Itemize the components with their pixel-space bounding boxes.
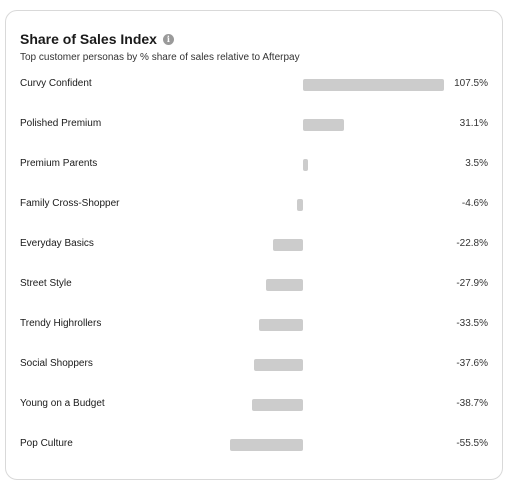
- card-subtitle: Top customer personas by % share of sale…: [20, 52, 300, 63]
- bar-row: Family Cross-Shopper -4.6%: [6, 195, 502, 215]
- category-label: Street Style: [20, 278, 72, 289]
- category-label: Young on a Budget: [20, 398, 105, 409]
- bar: [273, 239, 303, 251]
- bar: [266, 279, 303, 291]
- value-label: -27.9%: [456, 278, 488, 289]
- value-label: -38.7%: [456, 398, 488, 409]
- category-label: Curvy Confident: [20, 78, 92, 89]
- bar-row: Polished Premium 31.1%: [6, 115, 502, 135]
- value-label: -4.6%: [461, 198, 488, 209]
- bar-row: Social Shoppers -37.6%: [6, 355, 502, 375]
- category-label: Family Cross-Shopper: [20, 198, 120, 209]
- category-label: Pop Culture: [20, 438, 73, 449]
- value-label: -55.5%: [456, 438, 488, 449]
- category-label: Premium Parents: [20, 158, 98, 169]
- bar: [253, 359, 303, 371]
- value-label: 107.5%: [454, 78, 488, 89]
- bar-row: Everyday Basics -22.8%: [6, 235, 502, 255]
- share-of-sales-card: Share of Sales Index i Top customer pers…: [5, 10, 503, 480]
- card-title: Share of Sales Index: [20, 31, 157, 47]
- value-label: -33.5%: [456, 318, 488, 329]
- value-label: -22.8%: [456, 238, 488, 249]
- value-label: -37.6%: [456, 358, 488, 369]
- category-label: Social Shoppers: [20, 358, 93, 369]
- card-header: Share of Sales Index i: [20, 31, 174, 47]
- bar-row: Street Style -27.9%: [6, 275, 502, 295]
- category-label: Everyday Basics: [20, 238, 94, 249]
- bar: [303, 159, 308, 171]
- bar: [252, 399, 303, 411]
- info-icon[interactable]: i: [162, 33, 174, 45]
- value-label: 3.5%: [465, 158, 488, 169]
- category-label: Polished Premium: [20, 118, 102, 129]
- bar-chart: Curvy Confident 107.5% Polished Premium 31.…: [6, 11, 502, 479]
- bar: [303, 119, 344, 131]
- bar-row: Premium Parents 3.5%: [6, 155, 502, 175]
- category-label: Trendy Highrollers: [20, 318, 102, 329]
- bar: [230, 439, 303, 451]
- value-label: 31.1%: [459, 118, 488, 129]
- bar-row: Curvy Confident 107.5%: [6, 75, 502, 95]
- bar-row: Trendy Highrollers -33.5%: [6, 315, 502, 335]
- bar-row: Pop Culture -55.5%: [6, 435, 502, 455]
- bar: [296, 199, 303, 211]
- bar-row: Young on a Budget -38.7%: [6, 395, 502, 415]
- bar: [303, 79, 444, 91]
- bar: [259, 319, 303, 331]
